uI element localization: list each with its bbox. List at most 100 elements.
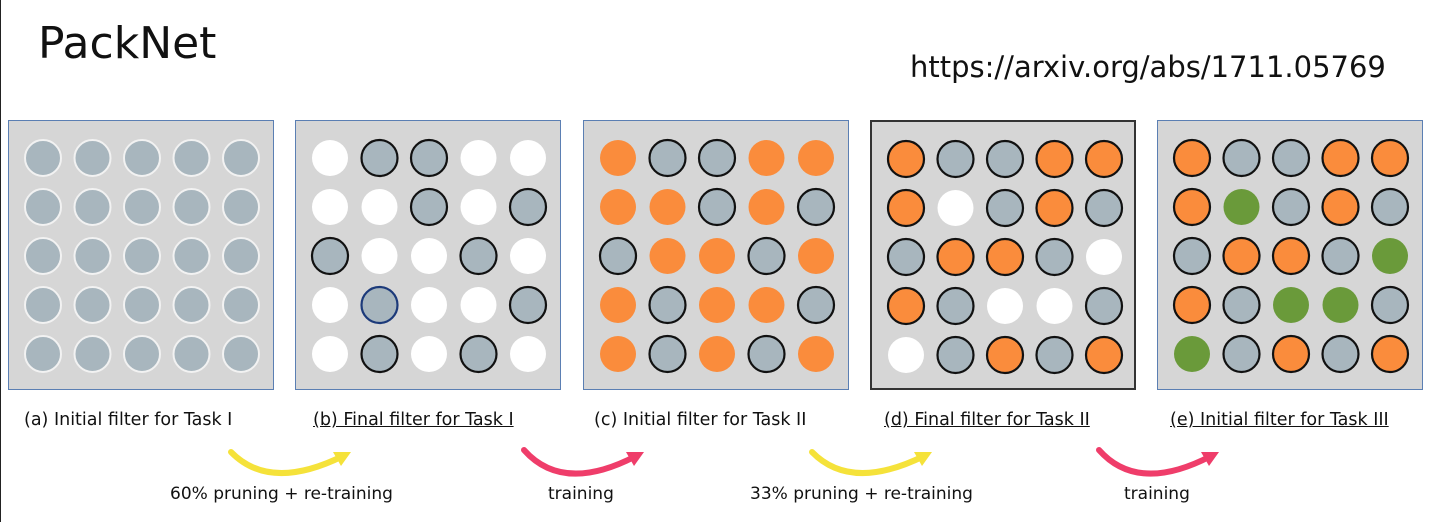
weight-cell-Ok: [886, 286, 926, 326]
weight-cell-W: [312, 189, 348, 225]
weight-cell-g: [24, 335, 62, 373]
weight-cell-G: [936, 139, 975, 179]
weight-cell-W: [411, 336, 447, 372]
weight-cell-W: [510, 336, 546, 372]
weight-cell-Ok: [1084, 335, 1124, 375]
weight-cell-Ok: [1271, 236, 1311, 276]
weight-cell-Ok: [1172, 285, 1212, 325]
filter-grid: [1172, 138, 1410, 374]
weight-cell-W: [460, 140, 497, 176]
weight-cell-G: [360, 138, 399, 178]
weight-cell-W: [510, 238, 546, 274]
weight-cell-Ok: [1271, 334, 1311, 374]
weight-cell-G: [459, 334, 498, 374]
weight-cell-O: [798, 238, 834, 274]
weight-cell-Ok: [1321, 187, 1360, 227]
weight-cell-g: [73, 237, 112, 275]
weight-cell-g: [73, 335, 112, 373]
weight-cell-g: [24, 286, 62, 324]
filter-panel-b: [295, 120, 561, 390]
weight-cell-O: [748, 189, 785, 225]
weight-cell-O: [798, 140, 834, 176]
weight-cell-O: [699, 287, 735, 323]
weight-cell-g: [172, 286, 211, 324]
weight-cell-g: [222, 139, 260, 177]
weight-cell-O: [798, 336, 834, 372]
weight-cell-G: [1035, 237, 1074, 277]
caption-a: (a) Initial filter for Task I: [24, 410, 233, 430]
weight-cell-G: [1321, 334, 1360, 374]
weight-cell-G: [747, 236, 786, 276]
weight-cell-g: [24, 237, 62, 275]
weight-cell-Ok: [985, 237, 1025, 277]
weight-cell-g: [172, 188, 211, 226]
filter-grid: [598, 138, 836, 374]
weight-cell-G: [648, 334, 687, 374]
weight-cell-g: [123, 237, 161, 275]
weight-cell-W: [312, 140, 348, 176]
weight-cell-G: [886, 237, 926, 277]
weight-cell-W: [510, 140, 546, 176]
arrow-red-2: [1096, 447, 1219, 477]
weight-cell-G: [1321, 236, 1360, 276]
weight-cell-G: [1222, 138, 1261, 178]
weight-cell-W: [460, 189, 497, 225]
weight-cell-Ok: [1370, 138, 1410, 178]
weight-cell-O: [649, 189, 686, 225]
transition-label-3: 33% pruning + re-training: [750, 484, 973, 504]
weight-cell-G: [697, 187, 737, 227]
weight-cell-G: [1172, 236, 1212, 276]
weight-cell-G: [1035, 335, 1074, 375]
weight-cell-O: [748, 140, 785, 176]
weight-cell-O: [600, 140, 636, 176]
weight-cell-W: [460, 287, 497, 323]
weight-cell-G: [936, 335, 975, 375]
filter-panel-d: [870, 120, 1136, 390]
weight-cell-G: [1222, 334, 1261, 374]
weight-cell-W: [361, 189, 398, 225]
weight-cell-g: [73, 286, 112, 324]
weight-cell-O: [699, 336, 735, 372]
weight-cell-G: [796, 285, 836, 325]
weight-cell-G: [697, 138, 737, 178]
caption-c: (c) Initial filter for Task II: [594, 410, 807, 430]
caption-b: (b) Final filter for Task I: [313, 410, 514, 430]
weight-cell-G: [936, 286, 975, 326]
weight-cell-N: [1273, 287, 1309, 323]
weight-cell-Ok: [1172, 138, 1212, 178]
weight-cell-G: [360, 334, 399, 374]
weight-cell-g: [172, 237, 211, 275]
weight-cell-B: [360, 285, 399, 325]
weight-cell-Ok: [936, 237, 975, 277]
weight-cell-g: [123, 286, 161, 324]
weight-cell-W: [411, 238, 447, 274]
page-title: PackNet: [38, 18, 217, 69]
filter-grid: [886, 139, 1124, 375]
weight-cell-O: [649, 238, 686, 274]
transition-label-4: training: [1124, 484, 1190, 504]
weight-cell-W: [361, 238, 398, 274]
weight-cell-Ok: [886, 139, 926, 179]
weight-cell-W: [888, 337, 924, 373]
weight-cell-g: [222, 335, 260, 373]
weight-cell-G: [985, 139, 1025, 179]
weight-cell-Ok: [1172, 187, 1212, 227]
caption-e: (e) Initial filter for Task III: [1170, 410, 1389, 430]
weight-cell-g: [73, 188, 112, 226]
filter-panel-a: [8, 120, 274, 390]
paper-url: https://arxiv.org/abs/1711.05769: [910, 50, 1386, 84]
weight-cell-G: [310, 236, 350, 276]
weight-cell-G: [508, 285, 548, 325]
weight-cell-O: [600, 287, 636, 323]
weight-cell-O: [699, 238, 735, 274]
weight-cell-N: [1322, 287, 1359, 323]
weight-cell-O: [600, 189, 636, 225]
weight-cell-g: [222, 188, 260, 226]
weight-cell-g: [24, 188, 62, 226]
weight-cell-g: [123, 188, 161, 226]
weight-cell-G: [796, 187, 836, 227]
weight-cell-O: [600, 336, 636, 372]
filter-panel-c: [583, 120, 849, 390]
weight-cell-G: [409, 138, 449, 178]
weight-cell-Ok: [886, 188, 926, 228]
